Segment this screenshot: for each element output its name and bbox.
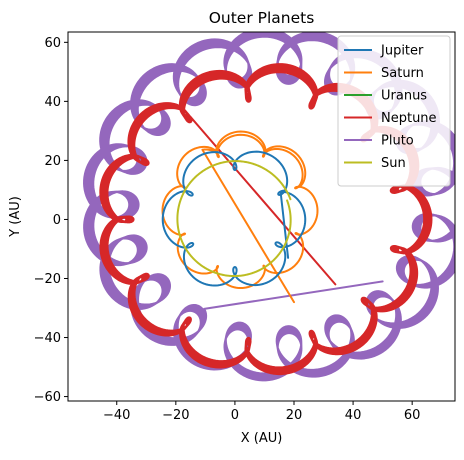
y-tick-label: 0 xyxy=(53,213,61,228)
legend-label-jupiter: Jupiter xyxy=(380,44,424,59)
y-tick-label: 60 xyxy=(44,36,61,51)
orbit-line-jupiter xyxy=(161,150,307,287)
legend-label-uranus: Uranus xyxy=(381,89,427,104)
plot-frame xyxy=(67,31,456,402)
legend: Jupiter Saturn Uranus Neptune Pluto Sun xyxy=(337,35,451,187)
y-tick-label: 20 xyxy=(44,154,61,169)
x-axis: −40 −20 0 20 40 60 xyxy=(103,401,420,423)
x-axis-label: X (AU) xyxy=(241,431,283,446)
x-tick-label: 20 xyxy=(286,408,303,423)
x-tick-label: 60 xyxy=(404,408,421,423)
x-tick-label: −20 xyxy=(162,408,189,423)
y-axis-label: Y (AU) xyxy=(8,196,23,238)
orbit-line-saturn xyxy=(161,130,319,304)
legend-label-pluto: Pluto xyxy=(381,134,414,149)
y-tick-label: −40 xyxy=(34,331,61,346)
y-tick-label: −60 xyxy=(34,390,61,405)
chart-title: Outer Planets xyxy=(209,9,315,27)
legend-label-neptune: Neptune xyxy=(381,111,437,126)
x-tick-label: 40 xyxy=(345,408,362,423)
orbit-line-sun xyxy=(176,160,292,278)
y-tick-label: −20 xyxy=(34,272,61,287)
x-tick-label: −40 xyxy=(103,408,130,423)
x-tick-label: 0 xyxy=(231,408,239,423)
legend-label-sun: Sun xyxy=(381,156,406,171)
y-tick-label: 40 xyxy=(44,95,61,110)
y-axis: −60 −40 −20 0 20 40 60 xyxy=(34,36,68,405)
legend-label-saturn: Saturn xyxy=(381,66,424,81)
